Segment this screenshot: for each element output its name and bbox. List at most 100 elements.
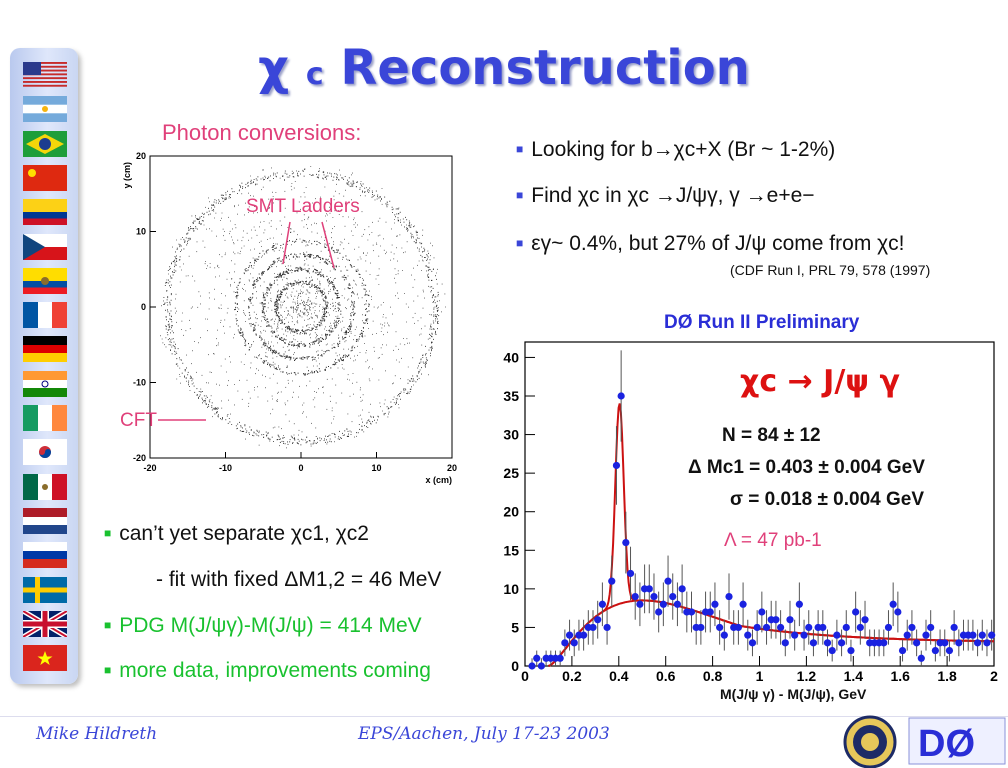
detector-xlabel: x (cm) [425,475,452,485]
data-point [856,623,864,632]
plot-title-d0: DØ Run II Preliminary [664,312,860,333]
mass-difference-plot: 0 0.2 0.4 0.6 0.8 1 1.2 1.4 1.6 1.8 20510152025303… [503,341,998,684]
y-tick-label: 15 [503,542,519,558]
y-tick-label: 10 [503,581,519,597]
data-point [669,592,677,601]
data-point [598,600,606,608]
data-point [711,600,719,608]
notre-dame-seal-logo [843,715,897,768]
x-tick-label: 0.8 [703,668,723,684]
usa-flag-icon [23,62,67,87]
footer-author: Mike Hildreth [36,724,158,744]
x-tick-label: 10 [371,463,381,473]
bullet-square-icon: ■ [516,142,524,156]
footer-conference: EPS/Aachen, July 17-23 2003 [358,724,610,744]
reference-citation: (CDF Run I, PRL 79, 578 (1997) [730,262,931,278]
title-chi-symbol: χ [258,40,290,96]
india-flag [23,370,67,397]
smt-arrow-1 [282,221,291,265]
data-point [603,623,611,632]
data-point [622,538,630,547]
russia-flag [23,542,67,569]
uk-flag [23,610,67,637]
india-flag-icon [23,370,67,397]
china-flag-icon [23,164,67,191]
data-point [687,608,696,616]
data-point [659,600,667,608]
y-tick-label: 30 [503,427,519,443]
vietnam-flag [23,645,67,672]
bullet-square-icon: ■ [516,236,524,250]
x-tick-label: 20 [447,463,457,473]
bullet-looking-for: ■ Looking for b→χc+X (Br ~ 1-2%) [516,138,836,161]
vietnam-flag-icon [23,645,67,672]
bullet-square-icon: ■ [516,188,524,202]
russia-flag-icon [23,542,67,569]
y-tick-label: 25 [503,465,519,481]
data-point [927,623,935,632]
data-point [716,623,724,632]
france-flag-icon [23,302,67,329]
germany-flag-icon [23,336,67,363]
data-point [791,631,799,639]
data-point [805,623,813,632]
colombia-flag [23,199,67,226]
detector-xy-plot: -20 -10 0 10 20 -20 -10 0 10 20 x (cm) y (cm) [122,151,457,485]
data-point [594,616,602,624]
bullet-pdg: ■ PDG M(J/ψγ)-M(J/ψ) = 414 MeV [104,614,422,637]
korea-flag-icon [23,439,67,466]
x-tick-label: -20 [143,463,156,473]
d0-experiment-logo: DØ [908,717,1006,765]
data-point [983,639,991,647]
data-point [673,600,682,608]
data-point [913,639,921,647]
mexico-flag [23,473,67,500]
china-flag [23,164,67,191]
data-point [612,461,621,470]
fit-sigma-value: σ = 0.018 ± 0.004 GeV [730,489,925,510]
ireland-flag [23,405,67,431]
bullet-fixed-dm: - fit with fixed ΔM1,2 = 46 MeV [156,568,442,591]
bullet-square-icon: ■ [104,618,112,632]
uk-flag-icon [23,610,67,637]
data-point [772,616,780,624]
data-point [753,623,761,632]
data-point [664,577,672,585]
mexico-flag-icon [23,473,67,500]
data-point [626,569,635,578]
x-tick-label: 2 [990,668,998,684]
footer-divider [0,716,1008,717]
data-point [762,623,771,632]
data-point [884,623,893,632]
data-point [917,654,925,662]
bullet-more-data: ■ more data, improvements coming [104,659,431,682]
title-text: Reconstruction [340,40,750,96]
argentina-flag [23,96,67,123]
data-point [842,623,850,632]
data-point [777,623,785,632]
data-point [861,616,869,624]
data-point [889,600,897,608]
data-point [697,623,705,632]
data-point [978,631,986,639]
data-point [945,646,954,655]
ecuador-flag [23,267,67,294]
ecuador-flag-icon [23,267,67,294]
data-point [795,600,803,608]
detector-hits [160,165,446,449]
data-point [955,639,963,647]
data-point [809,639,818,647]
detector-frame [149,155,453,459]
y-tick-label: 20 [136,151,146,161]
data-point [908,623,916,632]
y-tick-label: 40 [503,349,519,365]
d0-logo-text: DØ [918,723,975,765]
flag-sidebar [10,48,78,684]
bullet-square-icon: ■ [104,663,112,677]
data-point [950,623,958,632]
data-point [650,592,658,601]
data-point [537,662,546,670]
data-point [894,608,902,616]
data-point [880,639,888,647]
brazil-flag-icon [23,130,67,157]
